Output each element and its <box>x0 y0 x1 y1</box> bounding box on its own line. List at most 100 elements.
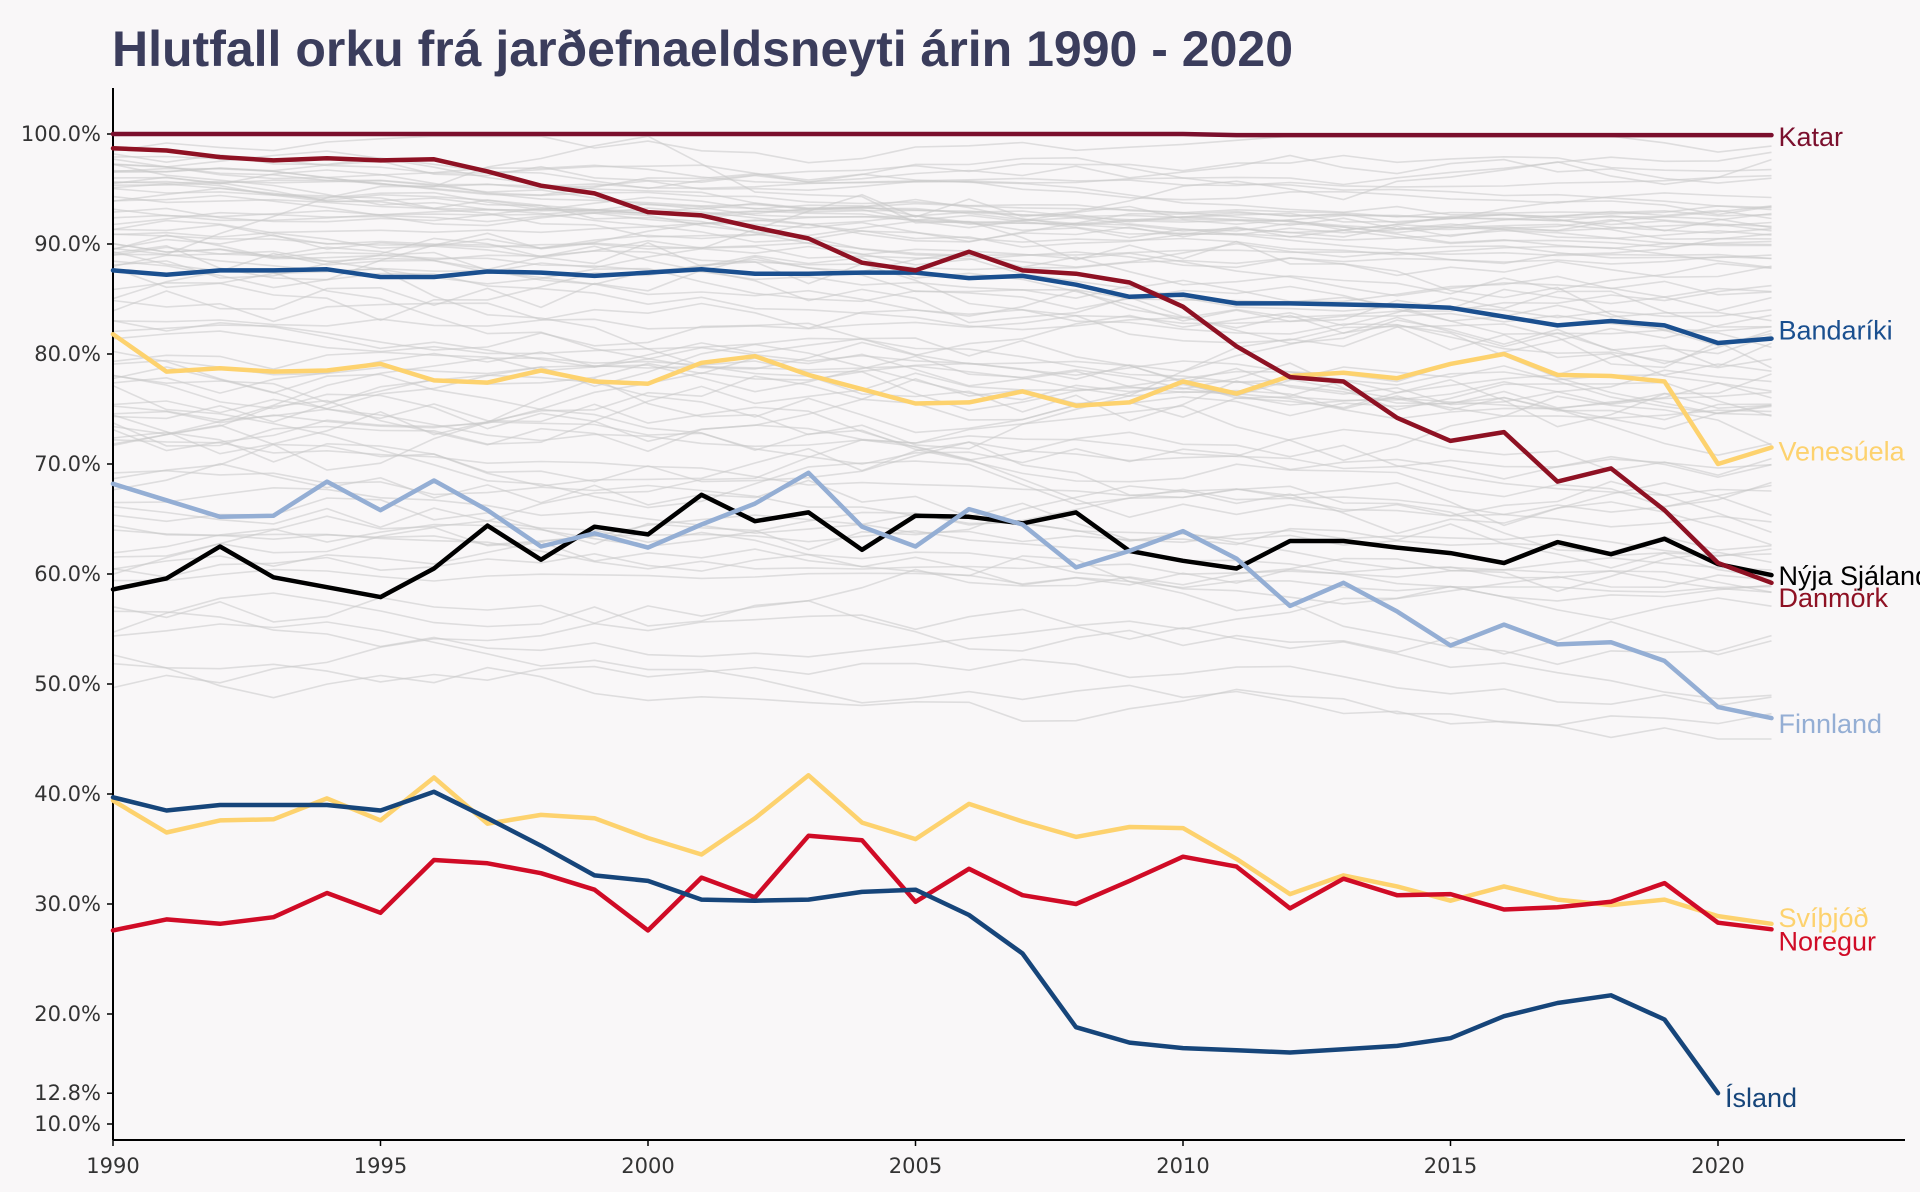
background-line <box>112 350 1772 534</box>
background-line <box>112 324 1772 436</box>
background-line <box>112 267 1772 369</box>
background-line <box>112 200 1772 249</box>
background-line <box>112 205 1772 237</box>
x-tick-label: 2020 <box>1691 1154 1744 1178</box>
series-line-bandar-ki <box>110 267 1774 346</box>
x-tick-label: 2010 <box>1156 1154 1209 1178</box>
background-line <box>112 233 1772 303</box>
background-line <box>112 242 1772 271</box>
background-line <box>112 337 1772 410</box>
background-line <box>112 592 1772 656</box>
background-line <box>112 151 1772 196</box>
background-line <box>112 233 1772 260</box>
background-line <box>112 515 1772 602</box>
series-label-bandar-ki: Bandaríki <box>1779 316 1893 346</box>
series-line-katar <box>110 131 1774 138</box>
background-line <box>112 215 1772 247</box>
series-label-finnland: Finnland <box>1779 709 1883 739</box>
background-line <box>112 486 1772 558</box>
series-line-noregur <box>110 833 1774 933</box>
background-line <box>112 312 1772 332</box>
background-line <box>112 568 1772 593</box>
background-line <box>112 289 1772 365</box>
background-line <box>112 242 1772 319</box>
series-line-venes-ela <box>110 331 1774 467</box>
y-tick-label: 20.0% <box>34 1002 101 1026</box>
background-line <box>112 621 1772 740</box>
background-line <box>112 270 1772 370</box>
background-line <box>112 180 1772 250</box>
background-line <box>112 202 1772 236</box>
series-label-venes-ela: Venesúela <box>1779 437 1906 467</box>
background-line <box>112 439 1772 528</box>
series-line-sv-j- <box>110 773 1774 927</box>
series-label-n-ja-sj-land: Nýja Sjáland <box>1779 561 1920 591</box>
background-line <box>112 176 1772 268</box>
y-tick-label: 100.0% <box>21 122 101 146</box>
x-tick-label: 2015 <box>1424 1154 1477 1178</box>
series-label-katar: Katar <box>1779 122 1844 152</box>
background-line <box>112 195 1772 227</box>
y-tick-label: 50.0% <box>34 672 101 696</box>
background-line <box>112 269 1772 368</box>
y-tick-label: 12.8% <box>34 1081 101 1105</box>
background-line <box>112 529 1772 574</box>
series-label-sv-j-: Svíþjóð <box>1779 903 1869 933</box>
y-tick-label: 10.0% <box>34 1112 101 1136</box>
background-line <box>112 323 1772 480</box>
y-tick-label: 30.0% <box>34 892 101 916</box>
y-tick-label: 80.0% <box>34 342 101 366</box>
series-line-n-ja-sj-land <box>110 492 1774 600</box>
background-line <box>112 462 1772 579</box>
series-label-danm-rk: Danmörk <box>1779 583 1889 613</box>
background-line <box>112 551 1772 605</box>
y-tick-label: 40.0% <box>34 782 101 806</box>
background-line <box>112 155 1772 220</box>
background-line <box>112 353 1772 421</box>
chart-title: Hlutfall orku frá jarðefnaeldsneyti árin… <box>112 21 1294 77</box>
background-line <box>112 658 1772 707</box>
y-tick-label: 90.0% <box>34 232 101 256</box>
x-tick-label: 1995 <box>354 1154 407 1178</box>
y-tick-label: 60.0% <box>34 562 101 586</box>
background-line <box>112 585 1772 689</box>
background-line <box>112 322 1772 406</box>
background-line <box>112 362 1772 447</box>
background-line <box>112 395 1772 462</box>
background-line <box>112 154 1772 184</box>
background-line <box>112 366 1772 508</box>
series-label-noregur: Noregur <box>1779 926 1877 956</box>
x-tick-label: 1990 <box>86 1154 139 1178</box>
series-line--sland <box>110 789 1721 1096</box>
background-line <box>112 369 1772 455</box>
background-line <box>112 174 1772 190</box>
background-line <box>112 374 1772 457</box>
background-line <box>112 654 1772 727</box>
chart-axes: 10.0% 12.8% 20.0% 30.0% 40.0% 50.0% 60.0% 70.0%… <box>21 88 1905 1178</box>
background-line <box>112 384 1772 527</box>
background-line <box>112 410 1772 480</box>
background-line <box>112 202 1772 222</box>
background-line <box>112 334 1772 434</box>
y-tick-label: 70.0% <box>34 452 101 476</box>
background-line <box>112 260 1772 331</box>
highlighted-series <box>110 131 1774 1096</box>
background-line <box>112 158 1772 281</box>
background-line <box>112 484 1772 554</box>
background-line <box>112 424 1772 483</box>
series-line-finnland <box>110 470 1774 721</box>
background-line <box>112 319 1772 386</box>
x-tick-label: 2005 <box>889 1154 942 1178</box>
series-label--sland: Ísland <box>1725 1083 1797 1113</box>
series-end-labels: Katar Bandaríki Venesúela Nýja SjálandDanmö… <box>1725 122 1920 1113</box>
background-country-lines <box>112 135 1772 740</box>
background-line <box>112 610 1772 700</box>
series-line-danm-rk <box>110 146 1774 586</box>
background-line <box>112 245 1772 298</box>
x-tick-label: 2000 <box>621 1154 674 1178</box>
background-line <box>112 351 1772 416</box>
background-line <box>112 405 1772 470</box>
background-line <box>112 187 1772 259</box>
background-line <box>112 551 1772 625</box>
